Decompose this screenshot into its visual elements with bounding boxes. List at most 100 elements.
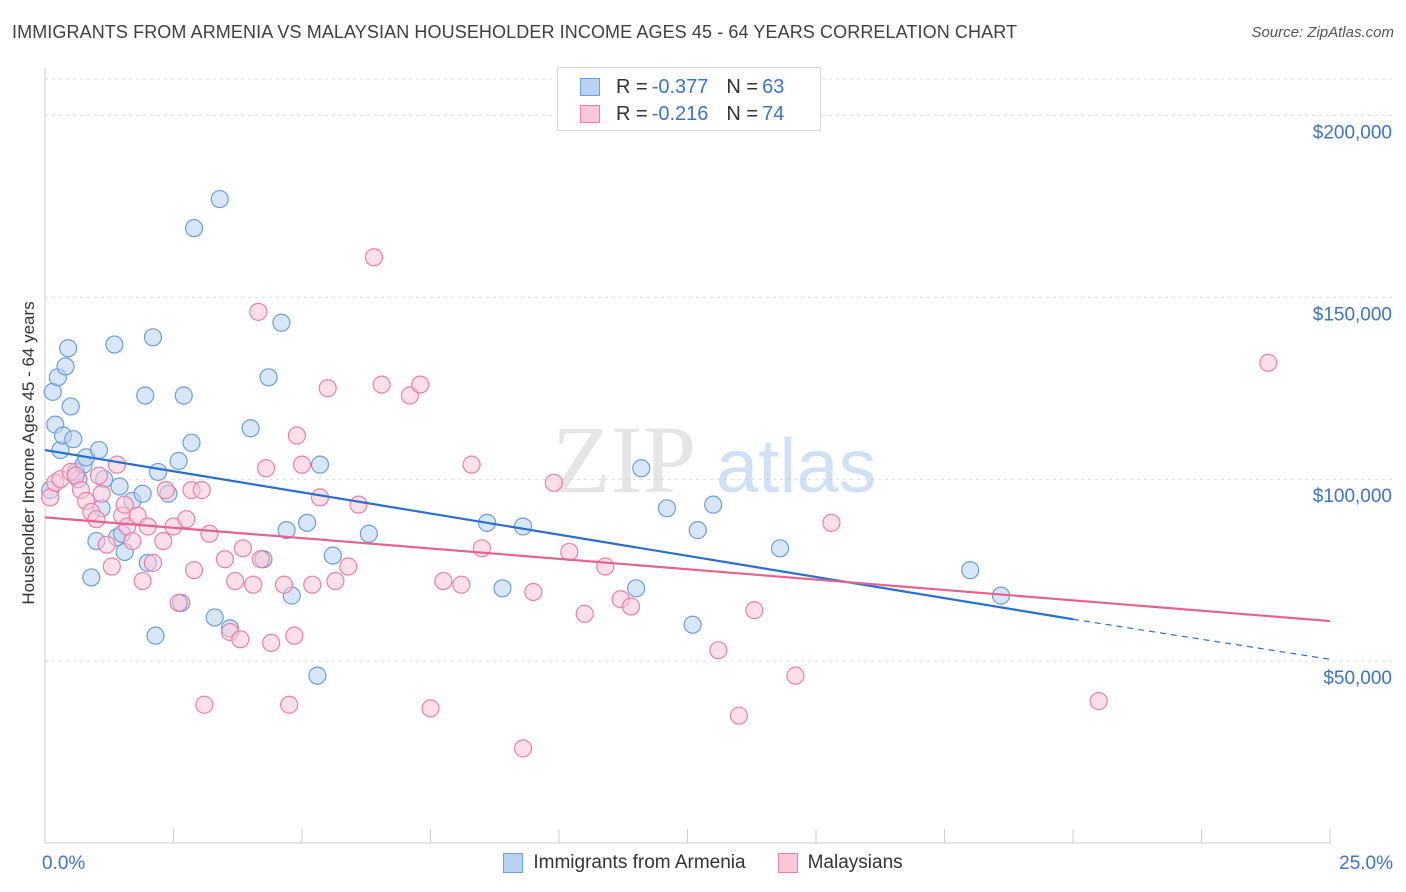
point-malaysians [513, 739, 533, 758]
point-malaysians [102, 557, 121, 576]
point-armenia [143, 328, 163, 347]
point-armenia [146, 626, 165, 645]
point-armenia [688, 521, 707, 540]
point-malaysians [143, 553, 163, 572]
point-armenia [205, 608, 224, 627]
point-armenia [359, 524, 378, 543]
point-malaysians [745, 601, 764, 620]
point-malaysians [452, 575, 471, 594]
point-malaysians [280, 695, 299, 714]
point-armenia [657, 499, 677, 518]
x-tick-label: 0.0% [42, 853, 85, 874]
legend-swatch-malaysians [777, 853, 798, 873]
chart-title: IMMIGRANTS FROM ARMENIA VS MALAYSIAN HOU… [12, 22, 1018, 42]
data-points [41, 189, 1278, 758]
point-malaysians [462, 455, 481, 474]
point-malaysians [251, 550, 270, 569]
point-malaysians [156, 481, 175, 500]
point-armenia [105, 335, 124, 354]
point-armenia [298, 513, 317, 532]
point-armenia [64, 430, 83, 449]
y-tick-label: $200,000 [1313, 122, 1392, 143]
tick-labels: $50,000 $100,000 $150,000 $200,000 0.0% 25.0% [42, 122, 1393, 874]
correlation-legend: R = -0.377 N = 63 R = -0.216 N = 74 [557, 67, 821, 131]
point-armenia [259, 368, 278, 387]
series-legend: Immigrants from Armenia Malaysians [0, 852, 1406, 874]
point-malaysians [274, 575, 294, 594]
point-malaysians [192, 481, 211, 500]
point-armenia [210, 189, 229, 209]
point-malaysians [303, 575, 322, 594]
point-malaysians [709, 641, 728, 660]
point-armenia [169, 451, 188, 471]
legend-n-value: 74 [762, 102, 785, 125]
point-malaysians [560, 542, 579, 562]
point-malaysians [244, 575, 263, 594]
point-malaysians [97, 535, 116, 554]
point-armenia [182, 433, 201, 452]
point-armenia [61, 397, 80, 416]
point-malaysians [434, 571, 453, 591]
point-malaysians [575, 604, 594, 623]
point-malaysians [87, 510, 106, 529]
point-malaysians [1259, 353, 1278, 372]
point-malaysians [349, 495, 368, 514]
legend-n-label: N = [726, 102, 759, 125]
point-malaysians [326, 571, 345, 591]
point-malaysians [177, 510, 196, 529]
legend-swatch-malaysians [580, 105, 600, 123]
point-malaysians [786, 666, 805, 685]
point-malaysians [364, 248, 384, 267]
point-armenia [272, 313, 291, 332]
point-malaysians [256, 459, 276, 478]
point-armenia [59, 339, 78, 358]
point-armenia [89, 440, 109, 460]
point-armenia [148, 462, 168, 482]
point-malaysians [421, 699, 440, 718]
legend-item-armenia: Immigrants from Armenia [503, 852, 746, 874]
y-tick-label: $150,000 [1313, 304, 1392, 325]
point-malaysians [215, 550, 234, 569]
point-armenia [704, 495, 723, 514]
point-malaysians [621, 597, 641, 616]
trend-lines [44, 449, 1331, 660]
point-malaysians [411, 375, 430, 394]
watermark-atlas: atlas [716, 424, 877, 509]
point-malaysians [123, 531, 142, 551]
legend-row-armenia: R = -0.377 N = 63 [580, 75, 784, 99]
point-malaysians [107, 455, 127, 474]
point-malaysians [231, 630, 250, 649]
point-armenia [770, 539, 790, 558]
x-tick-label: 25.0% [1339, 853, 1393, 874]
point-armenia [184, 219, 204, 238]
point-malaysians [226, 571, 245, 591]
point-malaysians [200, 524, 219, 543]
legend-swatch-armenia [503, 853, 524, 873]
trend-line-armenia [44, 449, 1074, 621]
legend-r-value: -0.377 [651, 75, 709, 98]
trend-extension-armenia [1072, 618, 1331, 660]
point-malaysians [195, 695, 214, 714]
watermark-zip: ZIP [552, 406, 696, 513]
point-armenia [56, 357, 75, 376]
point-malaysians [292, 455, 312, 474]
legend-r-value: -0.216 [651, 102, 709, 125]
point-malaysians [729, 706, 749, 725]
point-armenia [82, 568, 101, 587]
point-malaysians [544, 473, 563, 492]
point-armenia [136, 386, 155, 405]
point-malaysians [133, 571, 152, 591]
legend-item-malaysians: Malaysians [777, 852, 903, 874]
legend-n-label: N = [726, 75, 759, 98]
y-tick-label: $50,000 [1323, 668, 1392, 689]
point-armenia [310, 455, 330, 474]
point-malaysians [596, 557, 615, 576]
point-malaysians [262, 633, 281, 653]
axes [44, 68, 1331, 844]
legend-row-malaysians: R = -0.216 N = 74 [580, 102, 784, 126]
legend-r-label: R = [616, 75, 648, 98]
point-armenia [133, 484, 152, 503]
legend-n-value: 63 [762, 75, 785, 98]
point-armenia [493, 579, 512, 598]
